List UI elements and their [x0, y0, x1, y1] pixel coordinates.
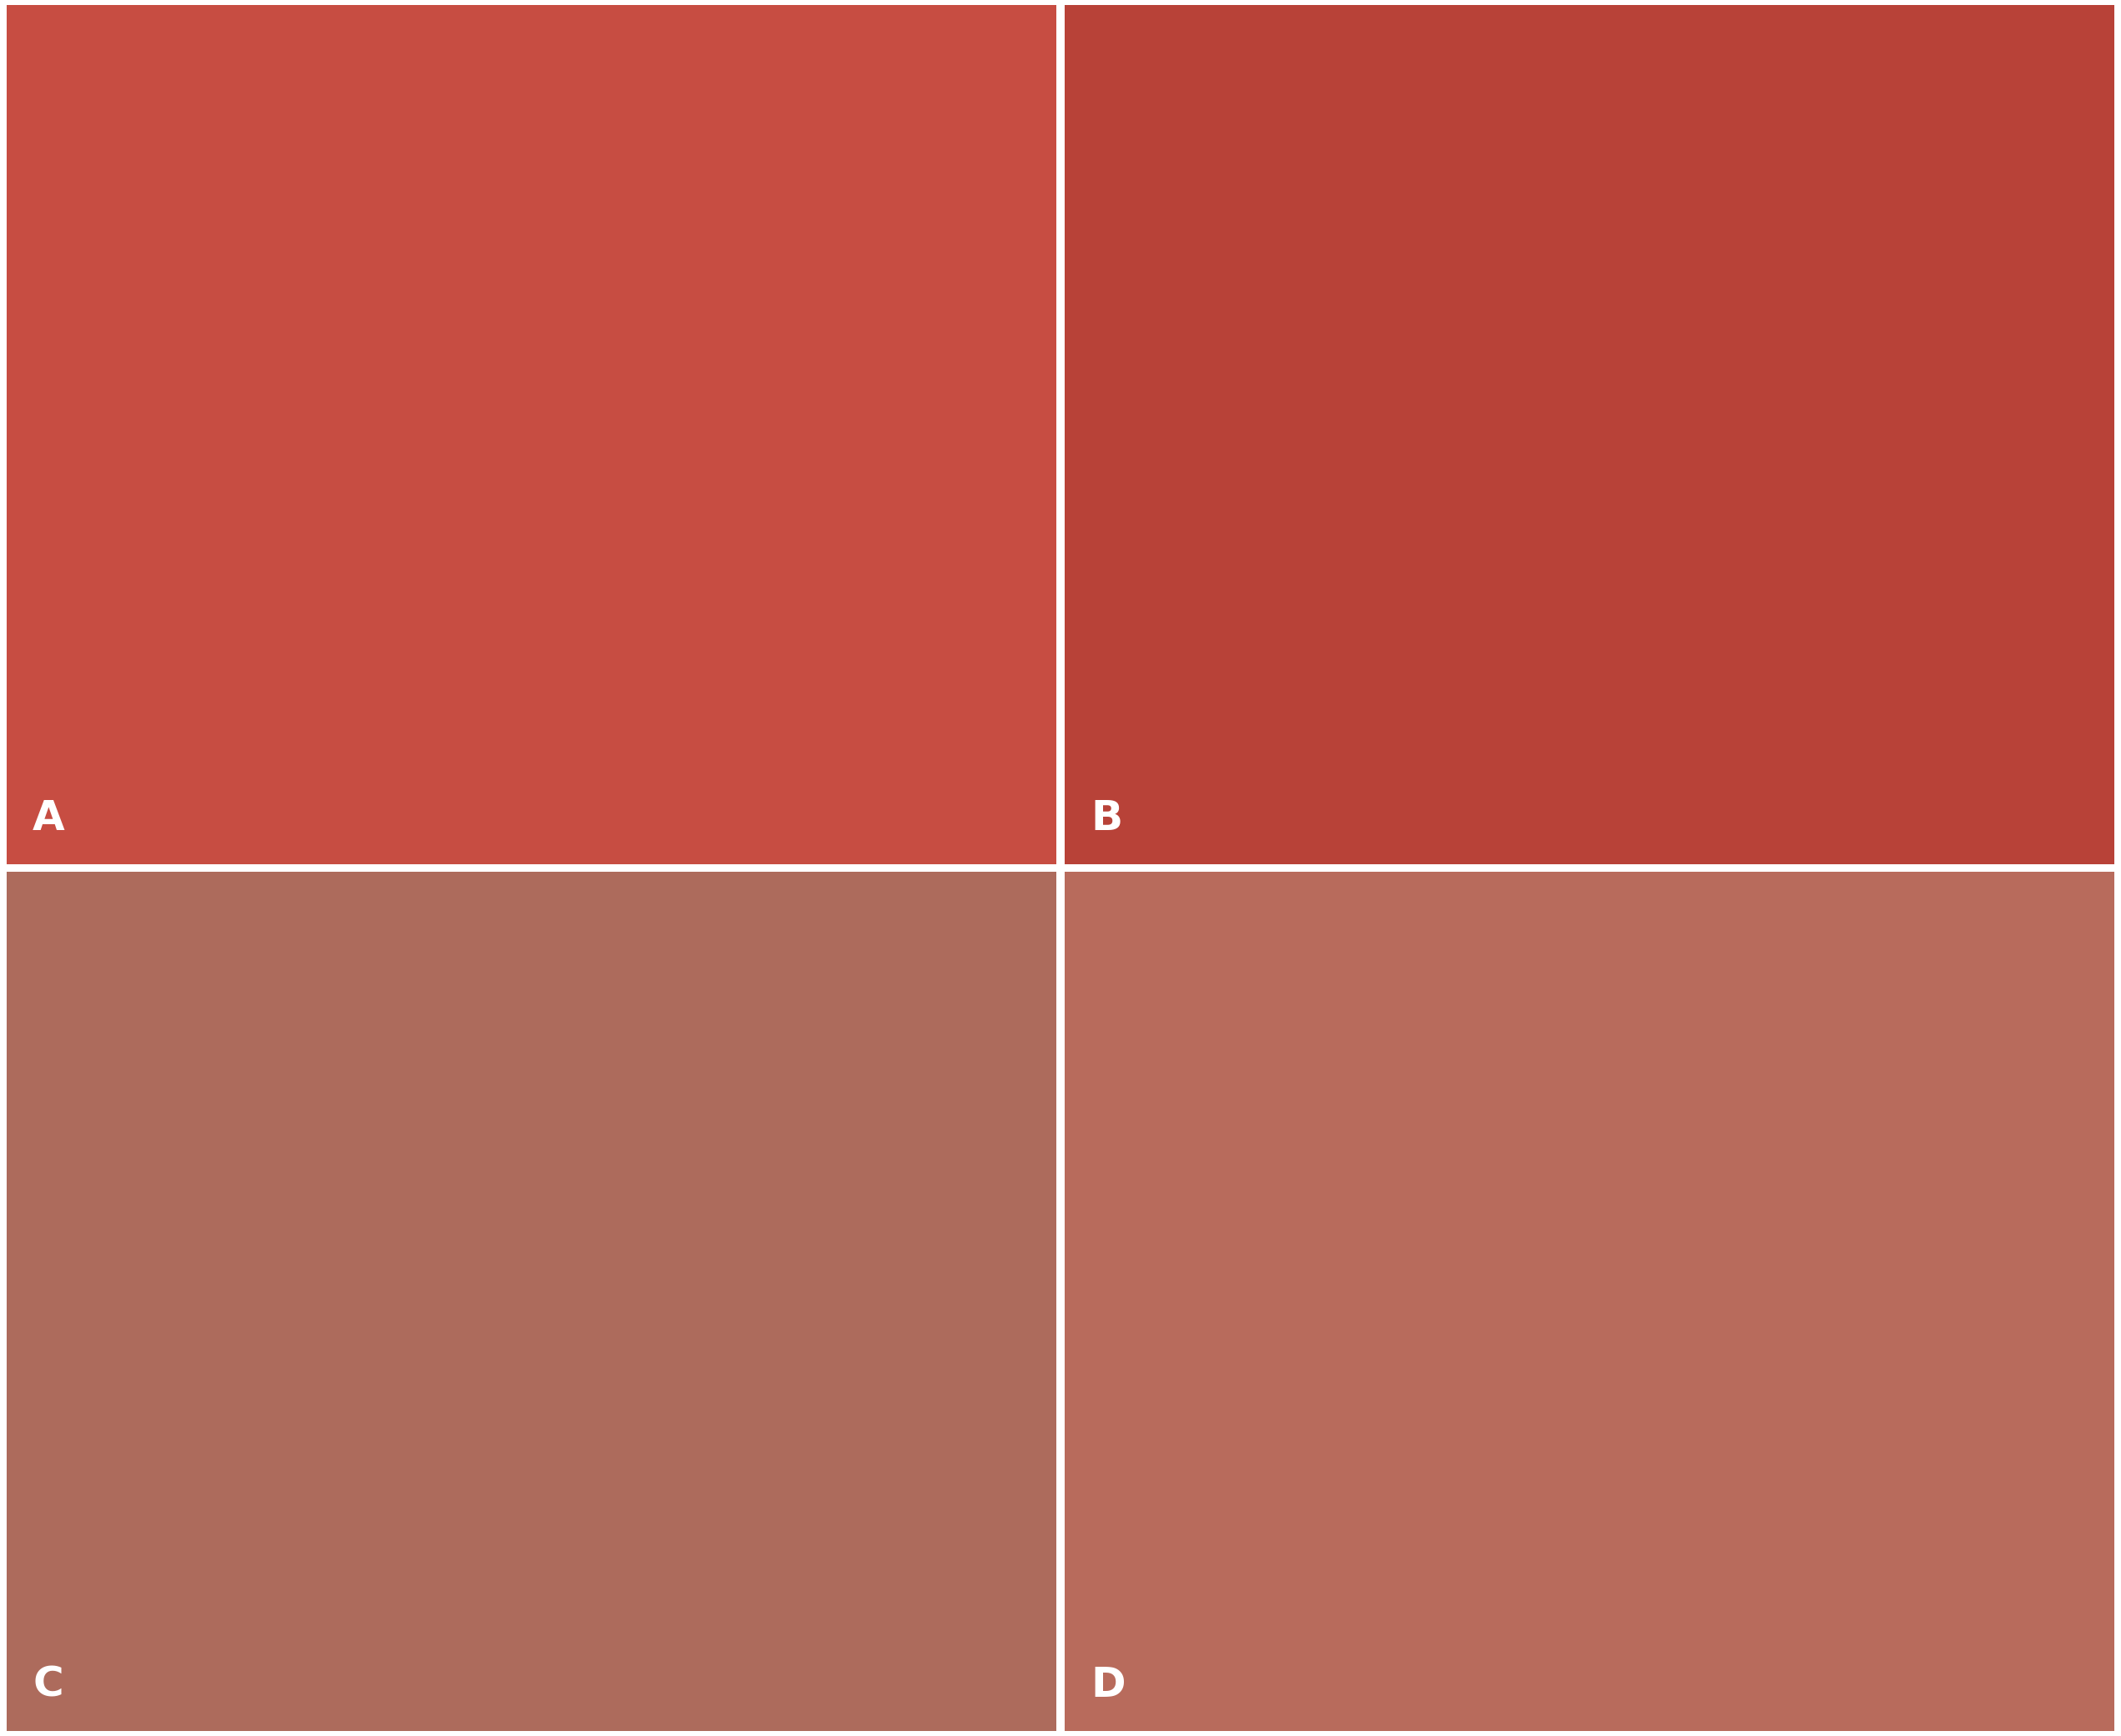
Text: C: C [32, 1665, 64, 1705]
Text: D: D [1090, 1665, 1126, 1705]
Text: A: A [32, 799, 66, 838]
Text: B: B [1090, 799, 1122, 838]
